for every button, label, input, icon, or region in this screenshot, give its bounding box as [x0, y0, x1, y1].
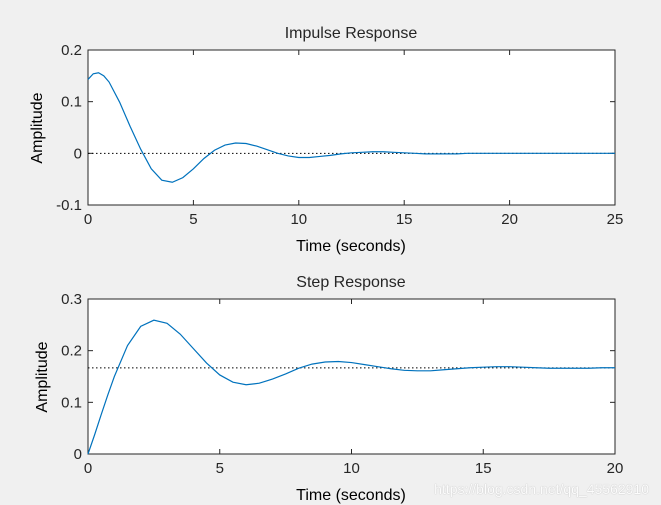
- impulse-plot-area: [87, 49, 616, 206]
- step-response-axes: Step Response Time (seconds) Amplitude 0…: [34, 274, 623, 504]
- step-title: Step Response: [296, 274, 406, 291]
- step-xtick-label: 10: [343, 460, 360, 477]
- step-xtick-label: 0: [84, 460, 92, 477]
- step-ytick-label: 0.3: [61, 291, 82, 308]
- impulse-response-line: [87, 72, 615, 183]
- step-ylabel: Amplitude: [34, 341, 51, 412]
- watermark: https://blog.csdn.net/qq_45562910: [434, 481, 649, 497]
- impulse-ytick-label: 0: [74, 145, 82, 162]
- impulse-ytick-label: 0.1: [61, 94, 82, 111]
- impulse-xtick-label: 15: [396, 211, 413, 228]
- impulse-xtick-label: 0: [84, 211, 92, 228]
- step-xtick-label: 15: [475, 460, 492, 477]
- impulse-xtick-label: 25: [607, 211, 624, 228]
- step-ytick-label: 0: [74, 446, 82, 463]
- step-ytick-label: 0.1: [61, 394, 82, 411]
- impulse-xtick-label: 5: [189, 211, 197, 228]
- step-xtick-label: 20: [607, 460, 624, 477]
- impulse-ytick-label: -0.1: [56, 197, 82, 214]
- impulse-ytick-label: 0.2: [61, 42, 82, 59]
- impulse-xlabel: Time (seconds): [296, 238, 406, 255]
- impulse-xtick-label: 20: [501, 211, 518, 228]
- step-plot-area: [87, 298, 616, 455]
- step-xlabel: Time (seconds): [296, 487, 406, 504]
- impulse-xtick-label: 10: [290, 211, 307, 228]
- step-response-line: [87, 319, 615, 455]
- step-xtick-label: 5: [216, 460, 224, 477]
- step-ytick-label: 0.2: [61, 343, 82, 360]
- impulse-title: Impulse Response: [285, 25, 418, 42]
- impulse-ylabel: Amplitude: [29, 92, 46, 163]
- impulse-response-axes: Impulse Response Time (seconds) Amplitud…: [29, 25, 623, 255]
